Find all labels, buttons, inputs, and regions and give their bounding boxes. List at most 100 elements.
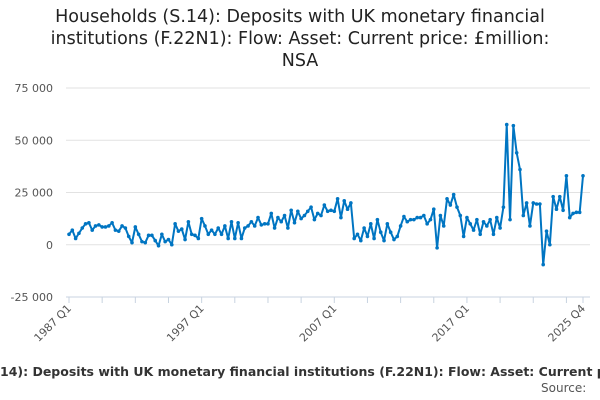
data-point xyxy=(355,232,360,237)
data-point xyxy=(289,208,293,213)
data-point xyxy=(249,219,254,224)
data-point xyxy=(189,232,194,237)
data-point xyxy=(93,224,98,228)
data-point xyxy=(173,222,177,226)
data-point xyxy=(292,221,297,225)
source-label: Source: xyxy=(541,381,587,395)
data-point xyxy=(87,221,91,225)
data-point xyxy=(365,234,370,239)
data-point xyxy=(475,217,479,222)
data-point xyxy=(90,228,95,232)
data-point xyxy=(392,237,396,242)
data-point xyxy=(548,242,552,247)
data-point xyxy=(498,226,502,230)
data-point xyxy=(176,229,181,233)
data-point xyxy=(531,201,536,205)
data-point xyxy=(431,207,436,212)
y-axis: 75 000 50 000 25 000 0 -25 000 xyxy=(11,82,53,304)
data-point xyxy=(395,234,400,239)
data-point xyxy=(226,236,230,241)
data-point xyxy=(77,231,81,236)
data-point xyxy=(557,194,562,199)
data-point xyxy=(196,236,201,241)
data-point xyxy=(488,217,492,222)
data-point xyxy=(113,228,118,232)
data-point xyxy=(262,222,267,226)
data-point xyxy=(156,243,161,248)
data-point xyxy=(322,203,327,207)
data-point xyxy=(425,222,429,226)
x-tick-label: 2017 Q1 xyxy=(430,302,473,345)
chart-title-line: Households (S.14): Deposits with UK mone… xyxy=(55,7,545,27)
data-point xyxy=(233,236,237,241)
data-point xyxy=(110,221,114,225)
data-point xyxy=(153,238,158,243)
data-point xyxy=(223,224,227,228)
data-point xyxy=(133,225,138,229)
data-point xyxy=(106,224,111,228)
y-tick-label: 25 000 xyxy=(15,187,54,200)
data-point xyxy=(339,215,343,220)
data-point xyxy=(315,211,320,216)
y-tick-label: 0 xyxy=(46,239,53,252)
legend-series-label: 14): Deposits with UK monetary financial… xyxy=(0,364,600,379)
data-point xyxy=(179,227,184,231)
data-point xyxy=(385,222,390,226)
data-point xyxy=(335,196,340,201)
data-point xyxy=(305,209,310,214)
data-point xyxy=(143,240,148,245)
data-point xyxy=(236,221,240,225)
data-point xyxy=(461,234,466,239)
data-point xyxy=(100,225,104,229)
x-tick-label: 1987 Q1 xyxy=(32,302,75,345)
data-point xyxy=(206,232,211,237)
data-point xyxy=(581,173,585,178)
data-point xyxy=(412,217,416,222)
data-point xyxy=(554,207,559,212)
data-point xyxy=(309,205,313,209)
data-point xyxy=(448,203,453,207)
data-point xyxy=(408,217,413,222)
x-axis: 1987 Q1 1997 Q1 2007 Q1 2017 Q1 2025 Q4 xyxy=(32,296,590,345)
data-point xyxy=(342,199,347,203)
data-point xyxy=(441,224,446,228)
x-tick-label: 1997 Q1 xyxy=(164,302,207,345)
series xyxy=(67,122,585,267)
data-point xyxy=(508,217,512,222)
x-tick-label: 2007 Q1 xyxy=(297,302,340,345)
data-point xyxy=(332,209,337,214)
chart-title: Households (S.14): Deposits with UK mone… xyxy=(20,6,580,72)
data-point xyxy=(216,226,221,230)
data-point xyxy=(352,236,356,241)
data-point xyxy=(276,215,280,220)
data-point xyxy=(372,236,376,241)
data-point xyxy=(511,123,516,128)
data-point xyxy=(299,216,303,221)
data-point xyxy=(359,238,363,243)
chart-title-line: NSA xyxy=(281,51,319,71)
data-point xyxy=(123,226,128,230)
data-point xyxy=(120,224,124,228)
data-point xyxy=(494,215,499,220)
data-point xyxy=(564,173,569,178)
data-point xyxy=(521,213,526,218)
data-point xyxy=(83,222,88,226)
data-point xyxy=(325,209,330,214)
data-point xyxy=(514,150,519,155)
data-point xyxy=(242,226,247,230)
data-point xyxy=(239,236,244,241)
gridlines xyxy=(66,87,590,246)
data-point xyxy=(193,233,197,238)
data-point xyxy=(518,167,522,172)
data-point xyxy=(528,224,532,228)
data-point xyxy=(130,240,134,245)
data-point xyxy=(504,122,509,127)
data-point xyxy=(524,201,529,205)
data-point xyxy=(451,192,456,197)
data-point xyxy=(368,222,373,226)
data-point xyxy=(398,224,403,228)
data-point xyxy=(166,237,171,242)
data-point xyxy=(571,211,575,216)
data-point xyxy=(465,215,469,220)
data-point xyxy=(269,211,274,216)
